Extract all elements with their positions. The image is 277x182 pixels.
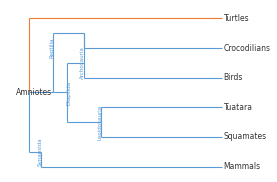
Text: Lepidosauria: Lepidosauria xyxy=(97,104,102,140)
Text: Squamates: Squamates xyxy=(224,132,267,141)
Text: Reptilia: Reptilia xyxy=(49,38,55,58)
Text: Turtles: Turtles xyxy=(224,14,249,23)
Text: Synapsida: Synapsida xyxy=(37,137,43,166)
Text: Mammals: Mammals xyxy=(224,162,261,171)
Text: Birds: Birds xyxy=(224,73,243,82)
Text: Archosauria: Archosauria xyxy=(80,46,85,79)
Text: Crocodilians: Crocodilians xyxy=(224,43,271,53)
Text: Diapsida: Diapsida xyxy=(66,80,71,104)
Text: Amniotes: Amniotes xyxy=(16,88,52,97)
Text: Tuatara: Tuatara xyxy=(224,103,253,112)
